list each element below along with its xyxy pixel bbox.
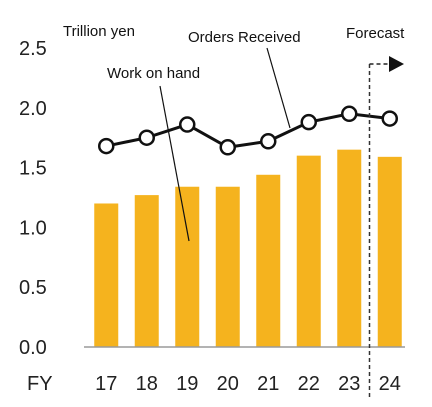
bar-series-work-on-hand	[94, 149, 402, 347]
x-tick-label: 17	[95, 373, 117, 395]
orders-marker-19	[179, 116, 196, 133]
orders-marker-18	[138, 129, 155, 146]
x-axis-prefix: FY	[27, 373, 53, 395]
legend-orders-received: Orders Received	[188, 29, 301, 46]
x-tick-label: 21	[257, 373, 279, 395]
bar-21	[256, 174, 281, 347]
x-tick-label: 23	[338, 373, 360, 395]
x-tick-label: 22	[298, 373, 320, 395]
orders-marker-23	[341, 105, 358, 123]
bar-24	[377, 156, 402, 347]
orders-received-markers	[98, 105, 398, 156]
bar-18	[134, 195, 159, 347]
unit-label: Trillion yen	[63, 23, 135, 40]
x-tick-label: 18	[136, 373, 158, 395]
bar-17	[94, 203, 119, 347]
y-tick-label: 1.0	[19, 217, 47, 239]
y-tick-label: 1.5	[19, 158, 47, 180]
x-tick-label: 24	[379, 373, 401, 395]
x-tick-labels: 17 18 19 20 21 22 23 24	[95, 373, 401, 395]
y-tick-label: 0.0	[19, 337, 47, 359]
orders-marker-22	[300, 113, 317, 131]
bar-22	[296, 155, 321, 347]
y-tick-labels: 0.0 0.5 1.0 1.5 2.0 2.5	[19, 38, 47, 359]
forecast-arrow-icon	[389, 56, 404, 72]
y-tick-label: 0.5	[19, 277, 47, 299]
orders-marker-24	[381, 110, 398, 127]
x-tick-label: 20	[217, 373, 239, 395]
legend-work-on-hand: Work on hand	[107, 65, 200, 82]
x-tick-label: 19	[176, 373, 198, 395]
forecast-label: Forecast	[346, 25, 405, 42]
bar-19	[175, 186, 200, 347]
orders-received-leader-line	[266, 47, 291, 129]
bar-20	[215, 186, 240, 347]
orders-marker-17	[98, 137, 115, 155]
bar-23	[337, 149, 362, 347]
y-tick-label: 2.0	[19, 98, 47, 120]
orders-marker-21	[260, 133, 277, 150]
orders-marker-20	[219, 139, 236, 156]
work-on-hand-leader-line	[159, 85, 190, 242]
y-tick-label: 2.5	[19, 38, 47, 60]
